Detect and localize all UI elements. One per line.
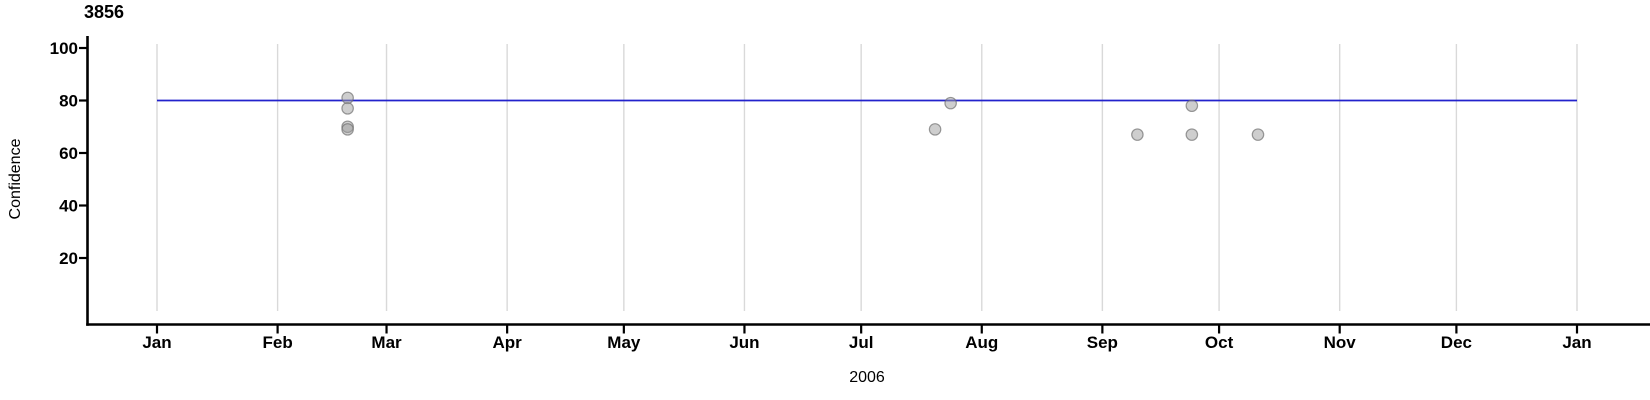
data-point bbox=[944, 96, 957, 110]
data-point bbox=[1251, 128, 1265, 141]
data-point bbox=[341, 102, 354, 115]
data-points bbox=[341, 91, 1265, 141]
y-tick-label: 40 bbox=[59, 197, 78, 216]
x-tick-label: May bbox=[607, 333, 641, 352]
y-axis-ticks: 20 40 60 80 100 bbox=[50, 39, 88, 268]
data-point bbox=[928, 123, 942, 136]
data-point bbox=[341, 91, 354, 105]
data-point bbox=[1185, 99, 1199, 113]
x-axis-ticks: Jan Feb Mar Apr May Jun Jul Aug Sep Oct Nov Dec Jan bbox=[142, 324, 1592, 352]
x-tick-label: Feb bbox=[262, 333, 292, 352]
x-tick-label: Sep bbox=[1087, 333, 1118, 352]
x-tick-label: Jan bbox=[1562, 333, 1591, 352]
x-tick-label: Aug bbox=[965, 333, 998, 352]
x-tick-label: Oct bbox=[1205, 333, 1234, 352]
y-tick-label: 100 bbox=[50, 39, 78, 58]
y-tick-label: 80 bbox=[59, 92, 78, 111]
x-tick-label: Mar bbox=[371, 333, 402, 352]
data-point bbox=[1185, 128, 1199, 141]
x-tick-label: Jun bbox=[729, 333, 759, 352]
data-point bbox=[1131, 128, 1144, 141]
x-tick-label: Jan bbox=[142, 333, 171, 352]
x-tick-label: Dec bbox=[1441, 333, 1472, 352]
y-tick-label: 60 bbox=[59, 144, 78, 163]
x-axis-year-label: 2006 bbox=[849, 369, 885, 386]
month-gridlines bbox=[156, 44, 1578, 311]
x-tick-label: Nov bbox=[1324, 333, 1357, 352]
chart-title: 3856 bbox=[84, 2, 125, 22]
data-point bbox=[341, 123, 354, 136]
y-tick-label: 20 bbox=[59, 249, 78, 268]
x-tick-label: Jul bbox=[849, 333, 874, 352]
x-tick-label: Apr bbox=[492, 333, 522, 352]
y-axis-label: Confidence bbox=[7, 138, 24, 220]
